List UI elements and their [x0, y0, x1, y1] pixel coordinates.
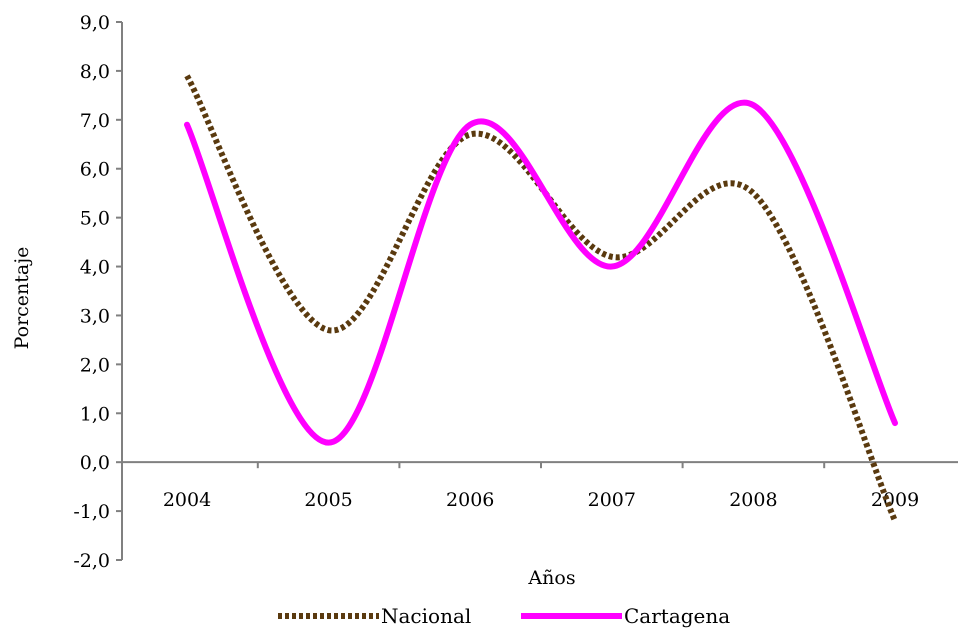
legend-label-nacional: Nacional: [381, 604, 471, 628]
series-line-nacional: [184, 74, 898, 523]
y-tick-label: 4,0: [80, 257, 110, 279]
legend: Nacional Cartagena: [278, 604, 730, 628]
x-axis: 2004 2005 2006 2007 2008 2009: [122, 461, 958, 511]
y-tick-label: 1,0: [80, 403, 110, 425]
x-axis-title: Años: [527, 567, 575, 589]
y-tick-label: 8,0: [80, 61, 110, 83]
y-tick-label: 2,0: [80, 354, 110, 376]
y-tick-label: 3,0: [80, 305, 110, 327]
y-axis: 9,0 8,0 7,0 6,0 5,0 4,0 3,0 2,0 1,0 0,0 -1,0 -2,0: [73, 12, 123, 572]
x-tick-label: 2007: [588, 489, 636, 511]
y-tick-label: -1,0: [73, 501, 110, 523]
x-tick-label: 2009: [871, 489, 919, 511]
y-tick-label: -2,0: [73, 550, 110, 572]
series-lines: [184, 74, 898, 523]
y-axis-title: Porcentaje: [11, 247, 33, 350]
x-tick-label: 2005: [304, 489, 352, 511]
y-tick-label: 5,0: [80, 208, 110, 230]
y-tick-label: 0,0: [80, 452, 110, 474]
legend-label-cartagena: Cartagena: [624, 604, 730, 628]
x-tick-label: 2008: [729, 489, 777, 511]
x-tick-label: 2004: [163, 489, 211, 511]
x-tick-label: 2006: [446, 489, 494, 511]
y-tick-label: 6,0: [80, 159, 110, 181]
series-line-cartagena: [184, 99, 898, 446]
y-tick-label: 7,0: [80, 110, 110, 132]
y-tick-label: 9,0: [80, 12, 110, 34]
